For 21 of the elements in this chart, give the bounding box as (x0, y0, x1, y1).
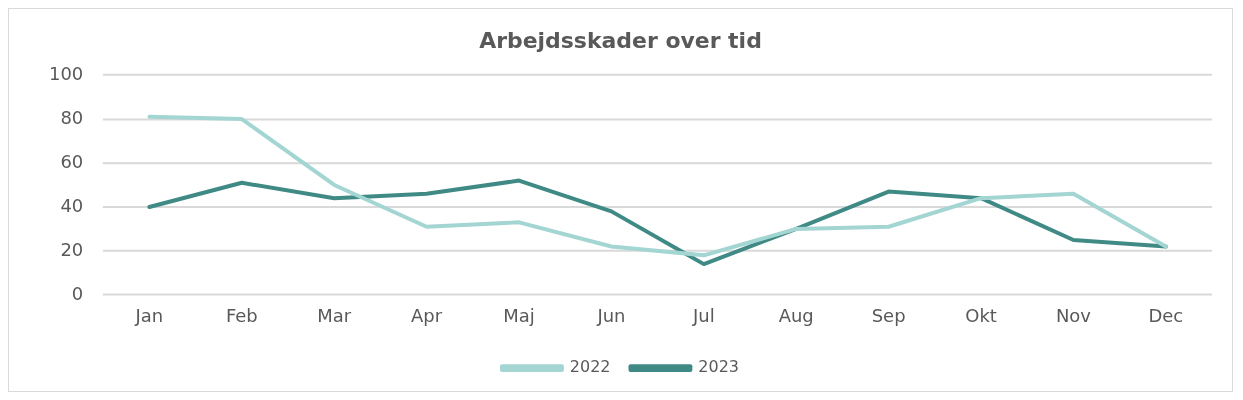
legend-label: 2022 (569, 357, 611, 377)
x-tick-label: Nov (1055, 305, 1092, 327)
x-tick-label: Jul (691, 305, 715, 327)
x-tick-label: Sep (871, 305, 906, 327)
y-tick-label: 20 (60, 238, 84, 260)
y-tick-label: 100 (48, 62, 84, 84)
x-tick-label: Feb (225, 305, 258, 327)
y-tick-label: 40 (60, 194, 84, 216)
legend-label: 2023 (698, 357, 740, 377)
x-tick-label: Dec (1148, 305, 1184, 327)
y-tick-label: 60 (60, 150, 84, 172)
x-tick-label: Apr (411, 305, 443, 327)
chart-title: Arbejdsskader over tid (479, 27, 762, 53)
x-tick-label: Okt (965, 305, 997, 327)
x-tick-label: Jan (134, 305, 164, 327)
y-tick-label: 80 (60, 106, 84, 128)
x-tick-label: Maj (503, 305, 535, 327)
y-tick-label: 0 (71, 282, 84, 304)
x-tick-label: Mar (317, 305, 352, 327)
x-tick-label: Jun (596, 305, 626, 327)
x-tick-label: Aug (778, 305, 814, 327)
